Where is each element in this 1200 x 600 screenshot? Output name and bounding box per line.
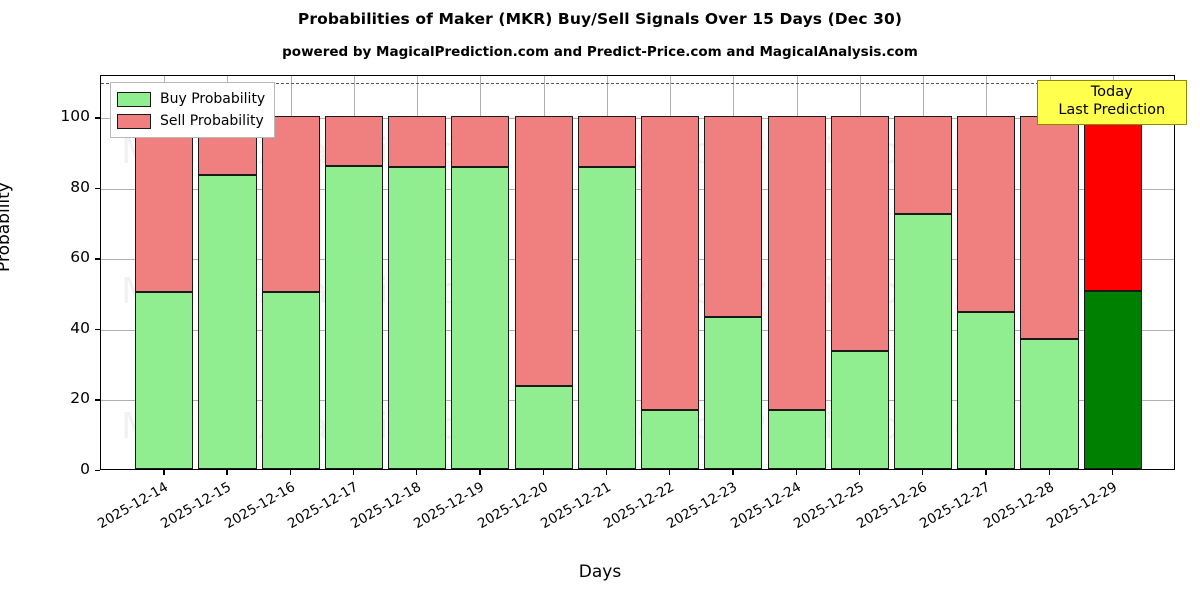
bar-2025-12-27[interactable] [957,76,1016,469]
legend-item-sell: Sell Probability [117,110,265,132]
gridline-horizontal [101,329,1174,331]
bar-segment-sell [388,116,447,167]
bar-segment-sell [1083,116,1142,291]
bar-segment-buy [704,316,763,469]
bar-2025-12-29[interactable] [1083,76,1142,469]
x-tick-mark [669,470,671,475]
bar-2025-12-14[interactable] [135,76,194,469]
y-tick-mark [95,117,100,119]
bar-segment-buy [830,350,889,469]
bar-segment-sell [830,116,889,351]
bar-segment-sell [261,116,320,292]
chart-subtitle: powered by MagicalPrediction.com and Pre… [282,44,918,60]
y-tick-mark [95,258,100,260]
y-tick-label: 100 [60,107,90,126]
x-tick-mark [479,470,481,475]
bar-segment-buy [641,409,700,469]
bar-2025-12-23[interactable] [704,76,763,469]
x-tick-mark [985,470,987,475]
bar-segment-buy [957,311,1016,469]
gridline-horizontal [101,188,1174,190]
bar-segment-buy [261,291,320,469]
x-tick-mark [416,470,418,475]
bar-segment-buy [388,166,447,469]
x-tick-mark [1111,470,1114,475]
bar-2025-12-28[interactable] [1020,76,1079,469]
chart-legend: Buy Probability Sell Probability [110,82,276,138]
bar-segment-buy [135,291,194,469]
y-tick-mark [95,470,100,472]
page-title: Probabilities of Maker (MKR) Buy/Sell Si… [297,10,903,28]
legend-label-buy: Buy Probability [160,91,266,107]
x-tick-mark [352,470,355,475]
bar-segment-buy [451,166,510,469]
bar-2025-12-26[interactable] [893,76,953,469]
bar-segment-sell [1020,116,1079,340]
bar-2025-12-17[interactable] [324,76,384,469]
bar-segment-buy [198,175,257,469]
y-tick-label: 60 [70,248,90,267]
bar-2025-12-24[interactable] [767,76,826,469]
bar-segment-sell [577,116,636,167]
x-tick-mark [605,470,608,475]
y-tick-label: 80 [70,177,90,196]
y-tick-mark [95,399,100,401]
bar-segment-sell [514,116,573,387]
y-tick-label: 0 [80,460,90,478]
legend-swatch-sell [117,113,151,129]
bar-segment-buy [767,409,826,469]
y-tick-label: 40 [70,318,90,337]
today-annotation-line2: Last Prediction [1058,101,1166,118]
reference-line [101,83,1174,85]
gridline-horizontal [101,259,1174,261]
bar-segment-buy [1020,339,1079,469]
gridline-horizontal [101,118,1174,120]
bar-segment-sell [641,116,700,410]
bar-segment-buy [324,165,384,469]
x-tick-mark [1048,470,1050,475]
x-tick-mark [542,470,544,475]
x-tick-mark [226,470,228,475]
y-tick-mark [95,187,100,190]
bar-2025-12-19[interactable] [451,76,510,469]
bar-segment-sell [957,116,1016,312]
x-tick-mark [289,470,291,475]
bar-segment-sell [324,116,384,166]
bar-2025-12-18[interactable] [388,76,447,469]
bar-segment-buy [893,214,953,469]
bar-segment-sell [893,116,953,215]
bar-segment-sell [135,116,194,292]
legend-swatch-buy [117,91,151,107]
bar-2025-12-22[interactable] [641,76,700,469]
x-tick-mark [732,470,734,475]
gridline-horizontal [101,400,1174,402]
legend-item-buy: Buy Probability [117,88,265,110]
bar-segment-sell [704,116,763,317]
bar-segment-buy [577,166,636,469]
bar-segment-buy [514,386,573,469]
bar-2025-12-16[interactable] [261,76,320,469]
x-tick-mark [922,470,924,475]
bar-segment-sell [767,116,826,410]
bar-2025-12-21[interactable] [577,76,636,469]
y-tick-mark [95,328,100,331]
bar-segment-sell [451,116,510,167]
x-tick-mark [163,470,165,475]
x-tick-mark [795,470,797,475]
legend-label-sell: Sell Probability [160,113,264,129]
x-axis-title: Days [578,562,622,582]
y-tick-label: 20 [70,389,90,408]
plot-area: MagicalAnalysis.comMagicalPrediction.com… [100,75,1175,470]
bar-2025-12-25[interactable] [830,76,889,469]
bar-segment-buy [1083,290,1142,469]
today-annotation-line1: Today [1090,84,1133,100]
today-annotation: Today Last Prediction [1036,80,1187,126]
x-tick-mark [858,470,861,475]
bar-2025-12-20[interactable] [514,76,573,469]
